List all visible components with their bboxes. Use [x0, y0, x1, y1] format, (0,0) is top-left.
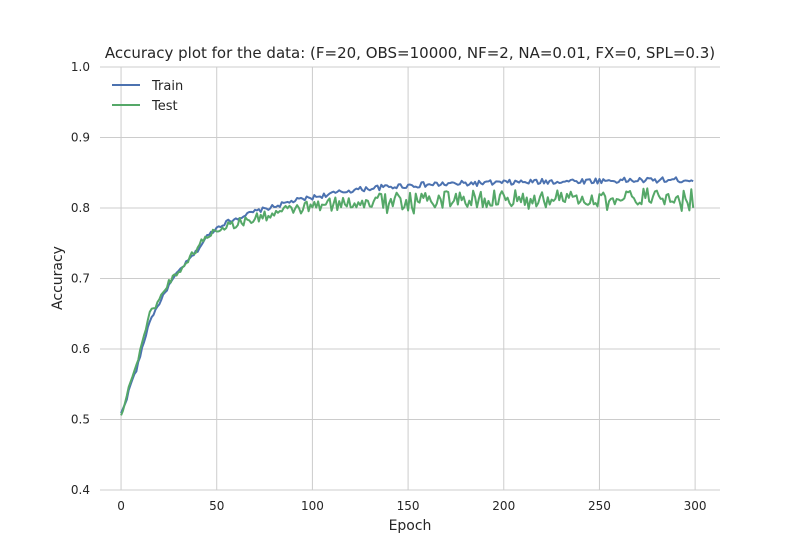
x-tick-label: 200 [492, 499, 515, 513]
x-tick-label: 50 [209, 499, 224, 513]
y-axis-label: Accuracy [50, 246, 66, 310]
y-tick-label: 0.9 [71, 131, 90, 145]
x-tick-label: 100 [301, 499, 324, 513]
chart-title: Accuracy plot for the data: (F=20, OBS=1… [105, 44, 715, 62]
series-line-test [120, 187, 695, 416]
tick-labels: 0.4 0.5 0.6 0.7 0.8 0.9 1.0 0 50 100 150 200 250 300 [71, 60, 707, 513]
legend-label-test: Test [151, 99, 178, 114]
x-axis-label: Epoch [389, 518, 432, 534]
grid [100, 66, 720, 491]
y-tick-label: 0.7 [71, 272, 90, 286]
y-tick-label: 0.6 [71, 342, 90, 356]
legend: Train Test [112, 79, 183, 114]
legend-label-train: Train [151, 79, 183, 94]
x-tick-label: 300 [684, 499, 707, 513]
series-line-train [120, 176, 694, 414]
y-tick-label: 0.4 [71, 483, 90, 497]
y-tick-label: 1.0 [71, 60, 90, 74]
series-lines [120, 176, 695, 416]
x-tick-label: 0 [117, 499, 125, 513]
y-tick-label: 0.8 [71, 201, 90, 215]
y-tick-label: 0.5 [71, 413, 90, 427]
x-tick-label: 250 [588, 499, 611, 513]
x-tick-label: 150 [397, 499, 420, 513]
